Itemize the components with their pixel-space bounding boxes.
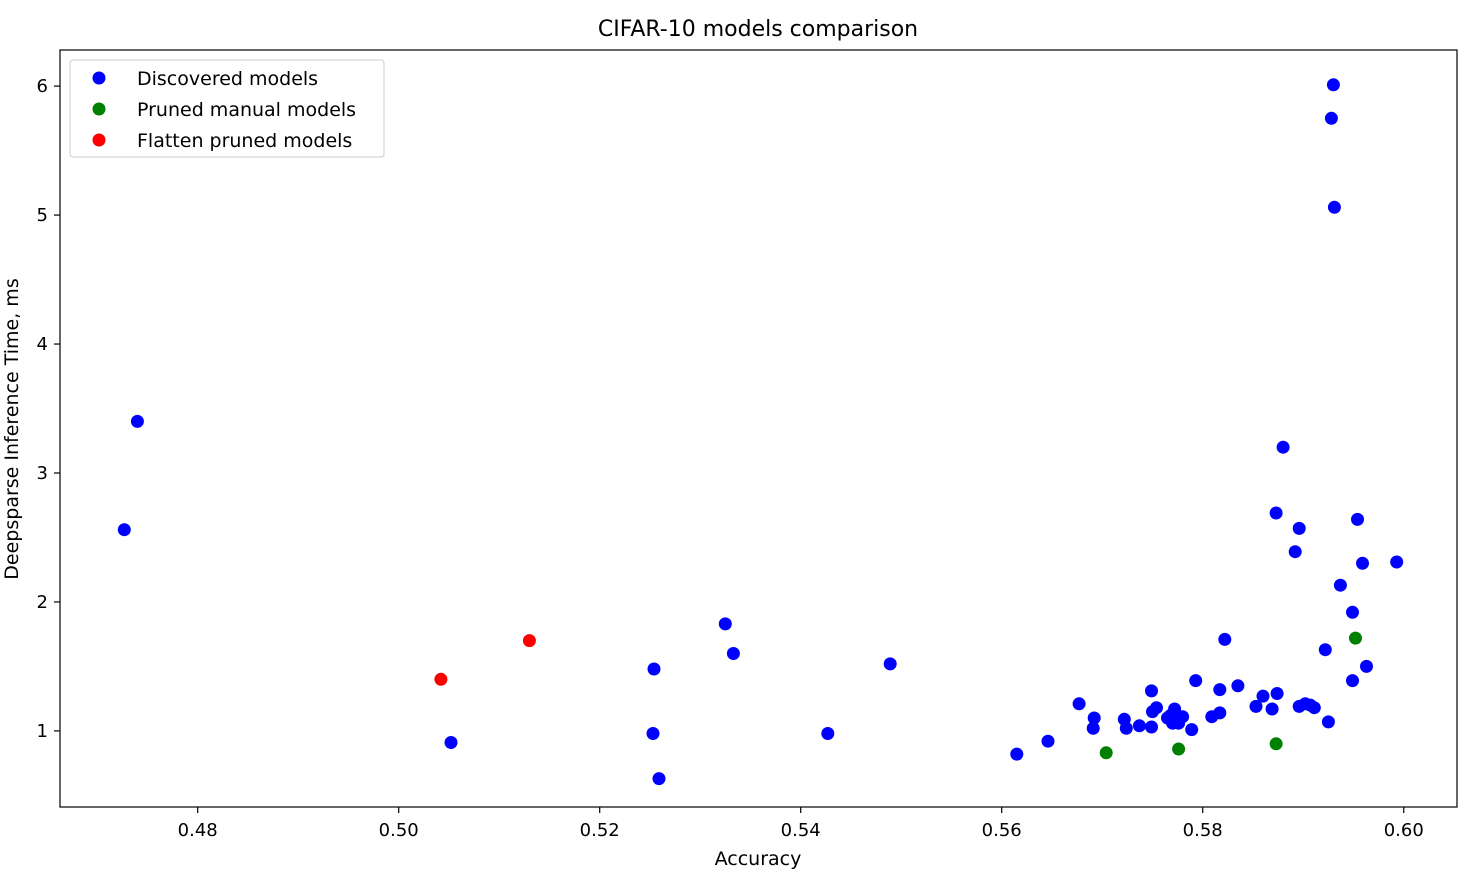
data-point [1265,702,1279,716]
data-point [1041,734,1055,748]
data-point [1150,701,1163,715]
data-point [1292,521,1306,535]
data-point [1218,632,1232,646]
y-tick-label: 5 [37,205,48,226]
legend-box [69,59,385,158]
data-point [1185,723,1199,737]
data-point [1176,710,1190,724]
data-point [1327,200,1341,214]
data-point [1269,737,1283,751]
data-point [1326,78,1340,92]
data-point [1087,711,1101,725]
x-tick-label: 0.52 [580,820,620,841]
data-point [1360,659,1373,673]
series-0 [117,78,1404,786]
y-tick-label: 2 [37,592,48,613]
y-tick-label: 4 [37,334,48,355]
data-point [1333,578,1347,592]
x-tick-label: 0.50 [379,820,419,841]
data-point [130,414,144,428]
x-axis-ticks: 0.48 0.50 0.52 0.54 0.56 0.58 0.60 [178,807,1424,841]
y-tick-label: 6 [37,76,48,97]
data-point [117,523,131,537]
data-point [1172,742,1186,756]
data-point [1269,506,1283,520]
data-point [1390,555,1404,569]
data-point [1086,721,1100,735]
data-point [1213,706,1227,720]
legend-marker [92,71,106,85]
x-tick-label: 0.60 [1384,820,1424,841]
y-tick-label: 3 [37,463,48,484]
series-2 [434,634,536,686]
data-point [434,672,448,686]
data-point [1145,684,1158,698]
data-point [1168,702,1182,716]
legend-label: Pruned manual models [137,99,356,121]
series-1 [1099,631,1362,760]
data-point [647,662,661,676]
legend-marker [92,102,106,116]
legend-label: Discovered models [137,68,318,90]
data-point [1213,683,1227,697]
legend: Discovered models Pruned manual models Fla… [69,59,385,158]
x-tick-label: 0.48 [178,820,218,841]
y-axis-label: Deepsparse Inference Time, ms [1,278,23,579]
data-point [522,634,536,648]
data-point [726,647,740,660]
data-point [883,657,897,671]
data-points [117,78,1404,786]
y-tick-label: 1 [37,721,48,742]
data-point [1288,545,1302,559]
data-point [1307,701,1321,715]
data-point [1119,721,1133,735]
data-point [646,727,660,740]
data-point [1231,679,1245,693]
data-point [444,736,458,749]
data-point [1270,687,1284,700]
x-tick-label: 0.54 [781,820,821,841]
data-point [1318,643,1332,657]
data-point [1346,605,1359,619]
data-point [1010,747,1024,761]
plot-area-frame [59,49,1458,808]
x-tick-label: 0.56 [982,820,1022,841]
data-point [718,617,732,631]
x-axis-label: Accuracy [715,848,802,870]
data-point [652,772,666,786]
legend-marker [92,133,106,147]
data-point [1189,674,1203,688]
data-point [1249,699,1263,713]
data-point [1356,556,1369,570]
data-point [1276,440,1290,454]
data-point [1072,697,1086,711]
legend-item: Flatten pruned models [92,130,352,152]
x-tick-label: 0.58 [1183,820,1223,841]
legend-item: Pruned manual models [92,99,356,121]
chart-title: CIFAR-10 models comparison [598,17,918,42]
data-point [1145,720,1158,734]
legend-label: Flatten pruned models [137,130,352,152]
data-point [1351,512,1364,526]
data-point [1321,715,1335,729]
y-axis-ticks: 1 2 3 4 5 6 [37,76,60,742]
data-point [1099,746,1113,760]
legend-item: Discovered models [92,68,318,90]
data-point [1324,111,1338,125]
data-point [1256,689,1270,703]
data-point [1346,674,1359,688]
data-point [1132,719,1146,733]
data-point [1349,631,1362,645]
data-point [821,727,835,740]
